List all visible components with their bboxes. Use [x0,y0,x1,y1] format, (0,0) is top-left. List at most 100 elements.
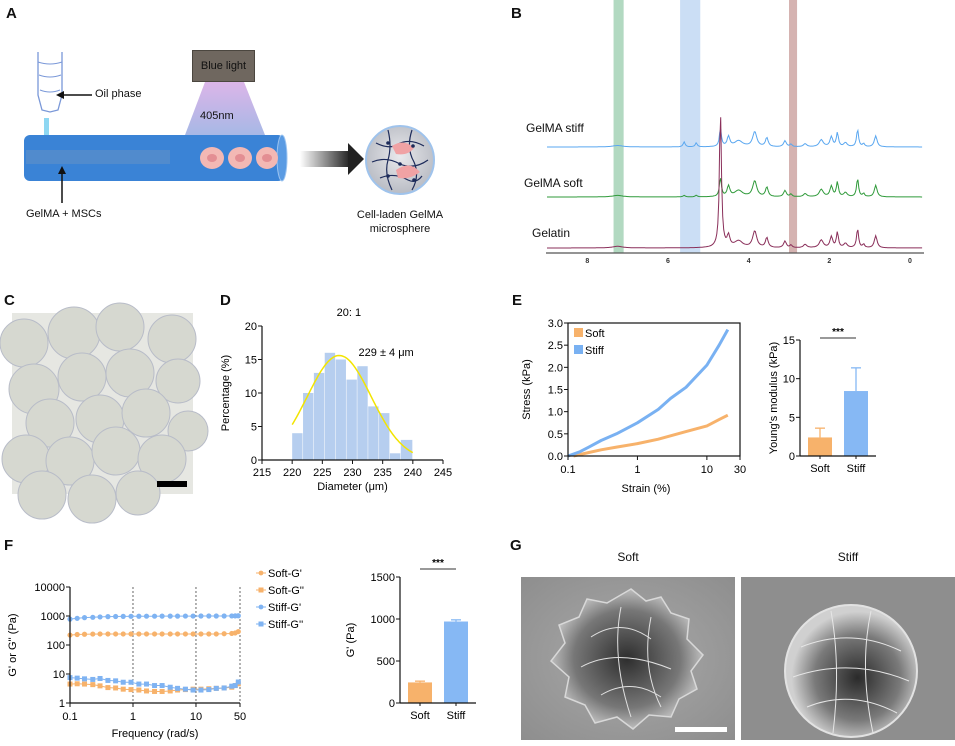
x-tick-label: Stiff [447,710,467,722]
panel-label-f: F [4,537,14,554]
data-point [120,686,126,692]
panel-label-g: G [510,537,522,554]
chart-e-stress-strain: 0.0 0.5 1.0 1.5 2.0 2.5 3.0 0.1 1 10 30 Strain (%) S… [521,318,746,495]
data-point [128,631,134,637]
y-tick-label: 20 [245,321,257,333]
data-point [182,686,188,692]
significance-marker: *** [432,558,444,569]
data-point [151,631,158,637]
histogram-bar [335,359,346,460]
x-tick-label: 50 [234,711,246,723]
y-tick-label: 15 [783,335,795,347]
data-point [167,688,173,694]
y-tick-label: 0 [389,698,395,710]
data-point [190,687,196,693]
panel-label-b: B [511,5,522,22]
data-point [105,631,111,637]
data-point [182,631,189,637]
microsphere-icon [365,125,435,195]
series-line-soft [573,413,729,458]
data-point [105,677,111,683]
legend-label: Soft-G' [268,568,302,580]
data-point [221,631,227,637]
highlight-band [680,0,701,253]
data-point [97,631,103,637]
histogram-bar [379,413,390,460]
y-axis-label: G' or G'' (Pa) [7,613,19,676]
data-point [113,613,119,620]
nmr-trace [547,117,923,249]
trace-label-gelatin: Gelatin [532,226,571,240]
data-point [152,683,158,689]
y-tick-label: 0.5 [548,429,563,441]
histogram-bar [313,372,325,460]
y-tick-label: 3.0 [548,318,563,330]
y-axis-label: G' (Pa) [345,623,357,658]
y-tick-label: 10 [783,374,795,386]
data-point [74,615,80,621]
y-tick-label: 1 [59,698,65,710]
data-point [97,683,103,689]
y-axis-label: Stress (kPa) [521,359,533,420]
data-point [232,683,238,689]
data-point [143,631,150,637]
trace-label-gelma-soft: GelMA soft [524,176,583,190]
data-point [90,631,96,637]
data-point [235,679,241,685]
data-point [206,613,212,619]
data-point [213,685,219,691]
legend-label: Soft-G'' [268,585,304,597]
x-tick-label: 0.1 [62,711,77,723]
histogram-bar [303,393,314,460]
x-tick-label: 2 [827,258,831,265]
panel-label-c: C [4,292,15,309]
x-tick-label: 1 [130,711,136,723]
chart-f-storage-modulus: Soft Stiff 0 500 1000 1500 *** G' (Pa) [345,558,476,722]
data-point [136,613,142,619]
histogram-bar [324,352,336,460]
y-tick-label: 5 [251,422,257,434]
data-point [82,681,88,687]
data-point [144,681,150,687]
data-point [174,613,181,619]
chart-e-youngs-modulus: Soft Stiff 0 5 10 15 *** Young's modulus (kPa) [768,327,876,475]
sem-title-soft: Soft [617,550,639,564]
data-point [105,614,111,620]
legend-label: Soft [585,328,605,340]
x-tick-label: Stiff [847,463,867,475]
y-tick-label: 10000 [34,582,65,594]
y-axis-label: Young's modulus (kPa) [768,342,780,454]
y-tick-label: 1000 [371,614,395,626]
data-point [221,685,227,691]
x-tick-label: 4 [747,258,751,265]
legend-swatch [574,345,583,354]
data-point [229,683,235,689]
legend-label: Stiff-G' [268,602,301,614]
x-tick-label: 0.1 [560,464,575,476]
data-point [97,675,103,681]
data-point [213,631,219,637]
y-tick-label: 10 [245,388,257,400]
bar-soft [408,682,432,703]
legend-marker [258,604,264,610]
panel-label-a: A [6,5,17,22]
gaussian-fit-line [291,354,414,454]
chart-d-histogram: 20: 1 0 5 10 15 20 215 220 225 230 235 240 245 Diamet… [220,307,452,493]
y-axis-label: Percentage (%) [220,355,232,431]
data-point [90,682,96,688]
data-point [159,631,165,637]
x-tick-label: 1 [634,464,640,476]
data-point [190,631,196,637]
x-tick-label: 235 [373,467,391,479]
product-label-line2: microsphere [369,223,431,235]
data-point [167,613,173,619]
data-point [128,613,134,619]
legend-swatch [574,328,583,337]
series-line-stiff [567,328,730,458]
data-point [81,631,88,637]
x-tick-label: 10 [701,464,713,476]
microfluidic-tube [24,134,288,182]
panel-label-d: D [220,292,231,309]
x-tick-label: 240 [404,467,422,479]
histogram-bar [292,433,303,460]
